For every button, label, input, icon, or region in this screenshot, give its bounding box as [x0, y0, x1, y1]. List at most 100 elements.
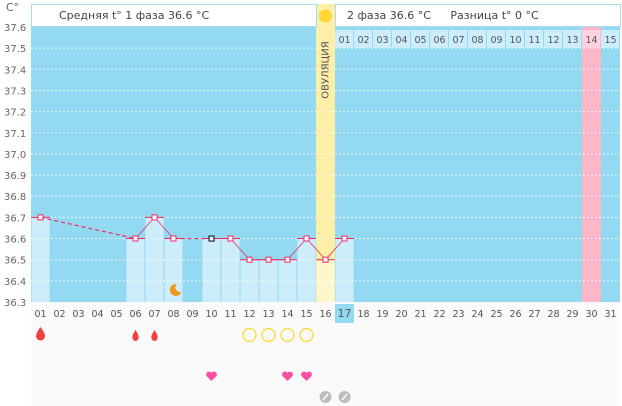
day-label: 22 [433, 309, 445, 320]
pencil-icon [322, 393, 329, 401]
phase2-day-cell [373, 30, 391, 48]
y-tick-label: 36.7 [4, 213, 26, 224]
temperature-line [154, 217, 174, 239]
circle-icon [261, 327, 276, 343]
phase2-day-label: 10 [509, 35, 521, 46]
temperature-point [322, 256, 329, 263]
day-label: 13 [262, 309, 274, 320]
heart-icon [282, 371, 293, 381]
temperature-bar [202, 238, 221, 302]
blood-drop-icon [36, 327, 45, 341]
temperature-line [287, 238, 307, 260]
day-label: 26 [509, 309, 521, 320]
phase1-summary: Средняя t° 1 фаза 36.6 °C [31, 4, 317, 27]
y-tick-label: 36.3 [4, 298, 26, 309]
temperature-point [246, 256, 253, 263]
day-label: 28 [547, 309, 559, 320]
day-label: 24 [471, 309, 483, 320]
temperature-point [208, 235, 215, 242]
moon-icon [169, 283, 182, 296]
phase2-day-cell [544, 30, 562, 48]
y-tick-label: 37.2 [4, 108, 26, 119]
phase2-day-cell [563, 30, 581, 48]
temperature-point [151, 214, 158, 221]
temperature-bar [316, 259, 335, 302]
calendar-area [31, 302, 620, 406]
y-tick-label: 36.4 [4, 277, 26, 288]
temperature-bar [335, 238, 354, 302]
day-label: 14 [281, 309, 293, 320]
phase2-day-label: 05 [414, 35, 426, 46]
day-label: 02 [53, 309, 65, 320]
temperature-point [227, 235, 234, 242]
temperature-bar [297, 238, 316, 302]
day-label: 08 [167, 309, 179, 320]
day-label: 21 [414, 309, 426, 320]
temperature-line [325, 238, 345, 260]
unit-label: C° [6, 1, 20, 14]
phase2-day-label: 02 [357, 35, 369, 46]
day-label: 01 [34, 309, 46, 320]
temperature-point [265, 256, 272, 263]
sun-icon [319, 9, 332, 23]
day-label: 31 [604, 309, 616, 320]
day-label: 05 [110, 309, 122, 320]
temperature-bar [164, 238, 183, 302]
phase2-day-cell [506, 30, 524, 48]
phase2-day-cell [411, 30, 429, 48]
phase2-day-cell [525, 30, 543, 48]
day-label: 20 [395, 309, 407, 320]
phase2-day-cell [392, 30, 410, 48]
phase2-day-label: 13 [566, 35, 578, 46]
phase2-day-label: 12 [547, 35, 559, 46]
temperature-point [37, 214, 44, 221]
y-tick-label: 37.6 [4, 23, 26, 34]
phase2-day-label: 04 [395, 35, 407, 46]
day-label: 07 [148, 309, 160, 320]
phase2-day-label: 08 [471, 35, 483, 46]
temperature-point [284, 256, 291, 263]
temperature-bar [240, 259, 259, 302]
ovulation-label: ОВУЛЯЦИЯ [320, 41, 332, 99]
temperature-line [40, 216, 136, 240]
day-label: 30 [585, 309, 597, 320]
phase2-day-cell [601, 30, 619, 48]
phase2-day-label: 09 [490, 35, 502, 46]
day-label: 03 [72, 309, 84, 320]
phase2-day-label: 01 [338, 35, 350, 46]
day-label: 11 [224, 309, 236, 320]
day-label: 09 [186, 309, 198, 320]
circle-icon [299, 327, 314, 343]
temperature-point [341, 235, 348, 242]
circle-icon [242, 327, 257, 343]
temperature-bar [221, 238, 240, 302]
temperature-difference: Разница t° 0 °C [450, 9, 539, 22]
temperature-point [170, 235, 177, 242]
y-tick-label: 37.0 [4, 150, 26, 161]
heart-icon [301, 371, 312, 381]
phase2-header: 2 фаза 36.6 °C Разница t° 0 °C [335, 4, 621, 27]
blood-drop-small-icon [151, 330, 158, 341]
temperature-line [306, 238, 326, 260]
phase2-summary: 2 фаза 36.6 °C [347, 9, 431, 22]
day-label: 06 [129, 309, 141, 320]
phase2-day-cell [582, 30, 600, 48]
phase2-day-label: 07 [452, 35, 464, 46]
temperature-line [230, 238, 250, 260]
phase2-day-label: 11 [528, 35, 540, 46]
day-label: 19 [376, 309, 388, 320]
y-tick-label: 37.3 [4, 86, 26, 97]
day-label: 16 [319, 309, 331, 320]
temperature-line [135, 217, 155, 239]
y-tick-label: 36.8 [4, 192, 26, 203]
blood-drop-small-icon [132, 330, 139, 341]
day-label: 18 [357, 309, 369, 320]
day-label: 12 [243, 309, 255, 320]
circle-icon [280, 327, 295, 343]
day-label: 29 [566, 309, 578, 320]
today-marker [335, 304, 354, 323]
phase2-day-cell [449, 30, 467, 48]
phase2-day-label: 06 [433, 35, 445, 46]
day-label: 04 [91, 309, 103, 320]
